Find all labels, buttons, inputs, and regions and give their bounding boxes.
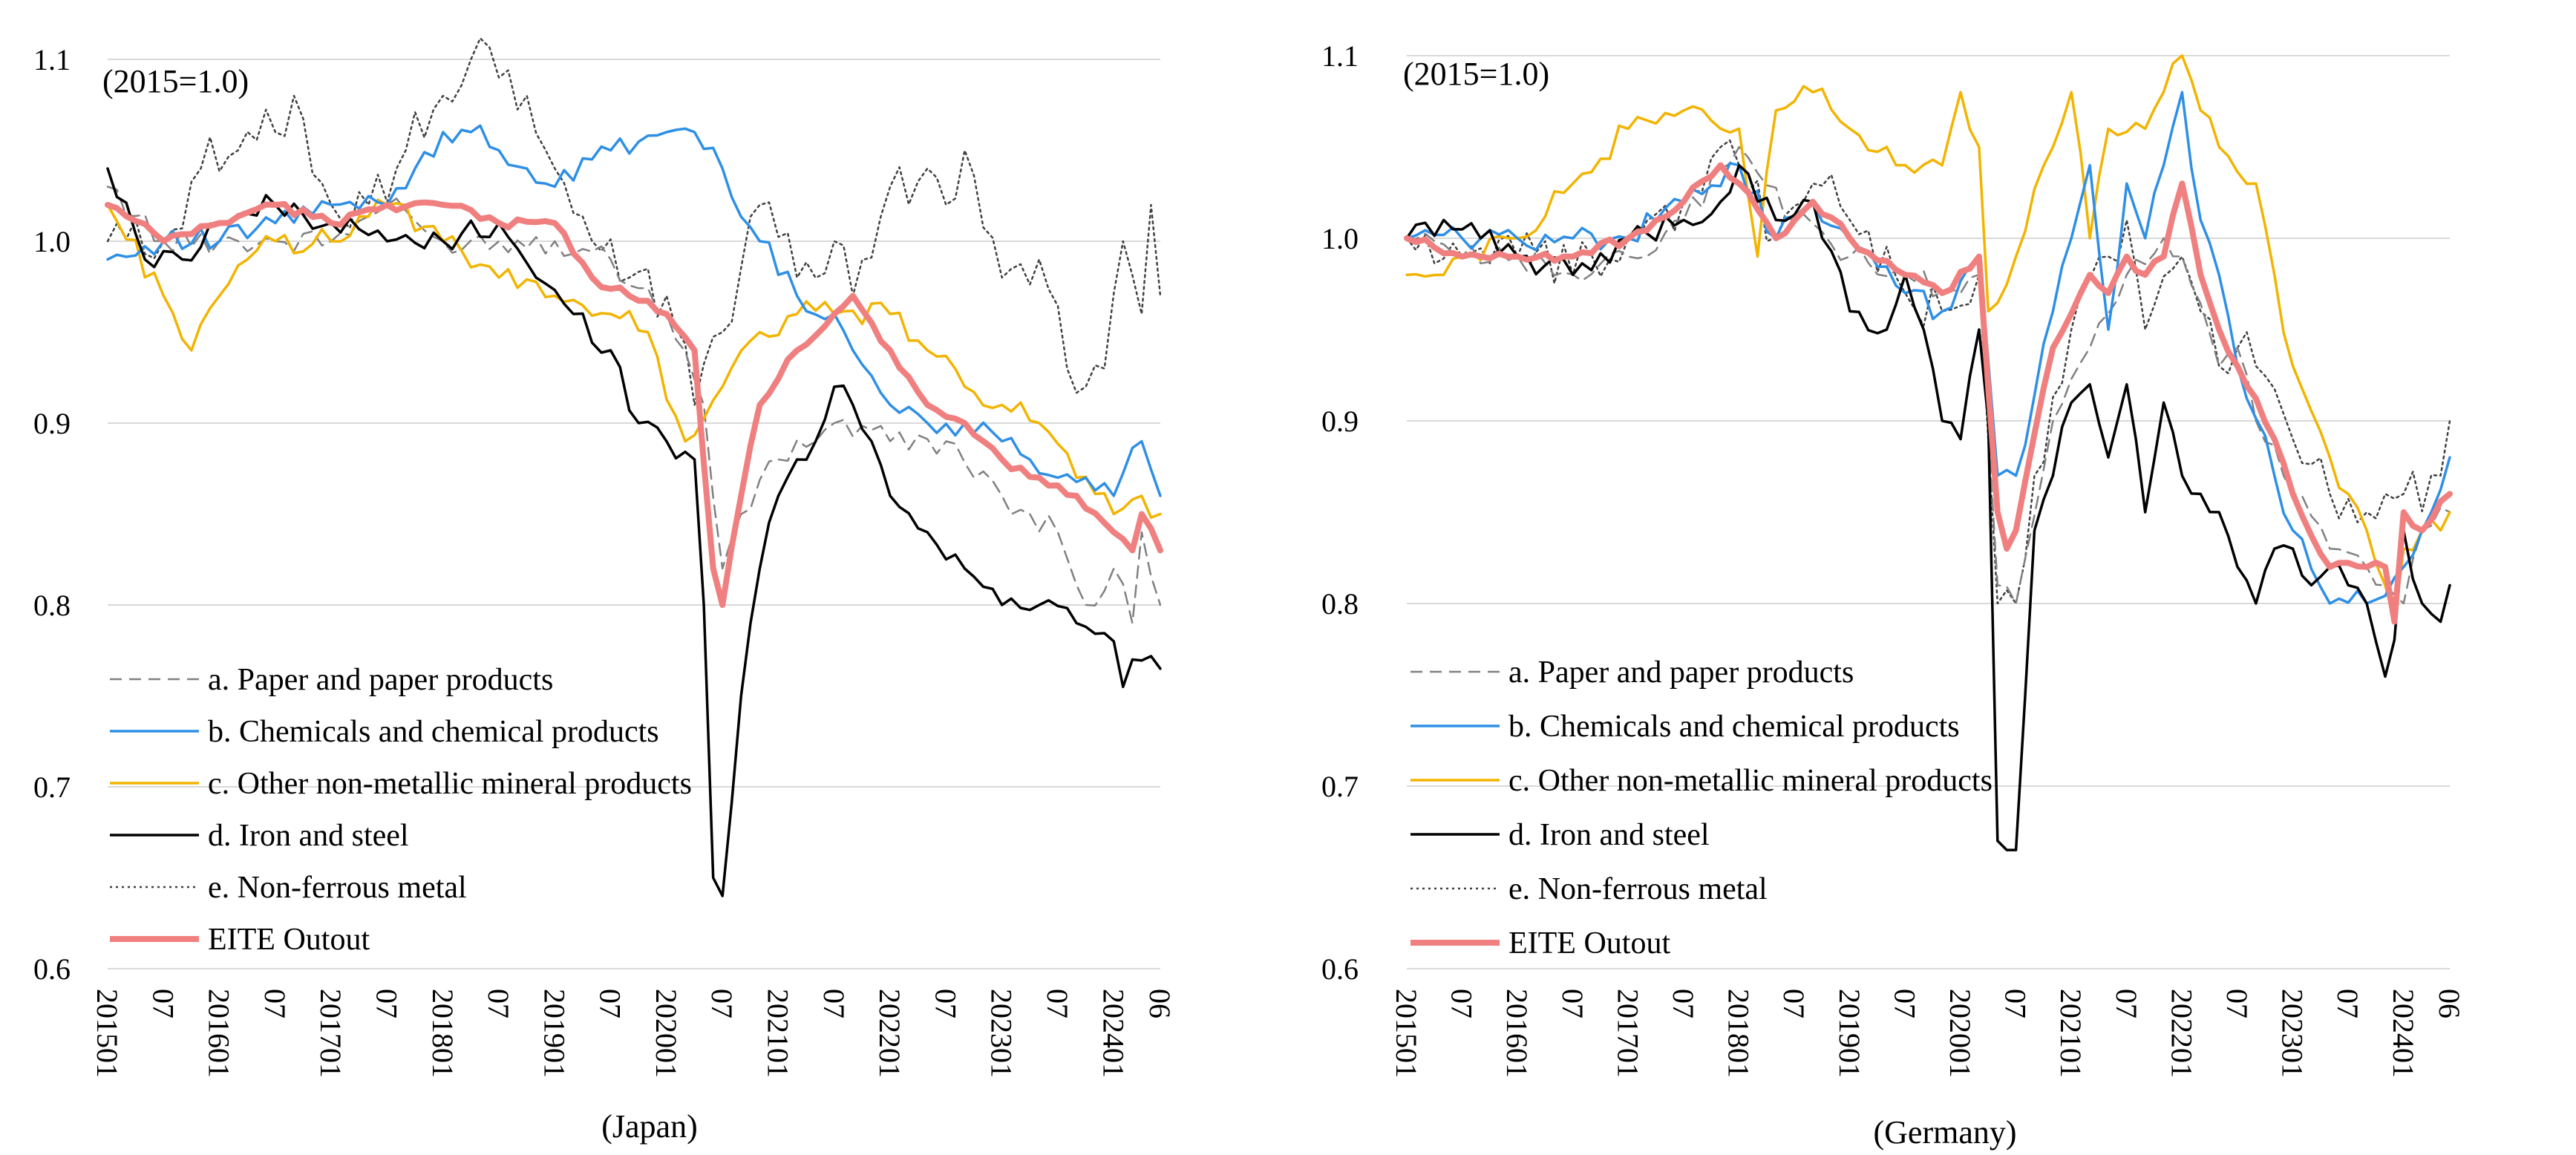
x-tick-label: 06 xyxy=(2433,989,2466,1018)
x-tick-label: 07 xyxy=(594,989,627,1018)
x-tick-label: 202201 xyxy=(2165,989,2198,1078)
x-tick-label: 202101 xyxy=(762,989,795,1078)
x-tick-label: 07 xyxy=(146,989,180,1018)
x-tick-layer: 201501 07 201601 07 201701 07 201801 07 201901 07… xyxy=(1390,989,2466,1078)
x-tick-label: 07 xyxy=(370,989,403,1018)
y-tick-label: 0.8 xyxy=(1321,587,1359,621)
series-line xyxy=(1405,91,2451,605)
legend: a. Paper and paper products b. Chemicals … xyxy=(110,663,692,957)
x-tick-label: 201801 xyxy=(426,989,460,1078)
series-line xyxy=(1404,162,2453,625)
legend-label: EITE Outout xyxy=(1508,926,1670,961)
x-tick-label: 202201 xyxy=(873,989,906,1078)
grid-layer xyxy=(1407,55,2450,969)
x-tick-label: 201901 xyxy=(537,989,571,1078)
legend-label: EITE Outout xyxy=(208,923,370,957)
x-tick-label: 202301 xyxy=(2276,989,2309,1078)
series-line xyxy=(106,186,1162,624)
x-tick-label: 201501 xyxy=(91,989,124,1078)
series-line xyxy=(1405,145,2451,605)
x-tick-label: 07 xyxy=(1556,989,1589,1018)
y-tick-layer: 0.6 0.7 0.8 0.9 1.0 1.1 xyxy=(1321,39,1359,986)
x-tick-label: 07 xyxy=(2110,989,2143,1018)
x-tick-label: 202401 xyxy=(2387,989,2420,1078)
x-tick-label: 07 xyxy=(2220,989,2254,1018)
x-tick-label: 07 xyxy=(258,989,292,1018)
legend-label: d. Iron and steel xyxy=(208,819,409,853)
legend-label: a. Paper and paper products xyxy=(208,663,553,697)
y-tick-label: 1.0 xyxy=(33,225,71,258)
y-tick-layer: 0.6 0.7 0.8 0.9 1.0 1.1 xyxy=(33,43,71,986)
y-tick-label: 1.1 xyxy=(1321,39,1359,73)
y-tick-label: 0.7 xyxy=(1321,770,1359,803)
y-tick-label: 0.7 xyxy=(33,770,71,804)
y-tick-label: 0.6 xyxy=(33,952,71,986)
legend-label: b. Chemicals and chemical products xyxy=(208,715,659,749)
legend-label: d. Iron and steel xyxy=(1508,818,1710,852)
x-tick-label: 201701 xyxy=(314,989,347,1078)
y-tick-label: 0.6 xyxy=(1321,952,1359,986)
chart-caption: (Germany) xyxy=(1873,1114,2016,1151)
series-line xyxy=(106,198,1162,520)
x-tick-label: 201601 xyxy=(203,989,236,1078)
legend: a. Paper and paper products b. Chemicals … xyxy=(1410,655,1993,961)
x-tick-label: 07 xyxy=(817,989,851,1018)
y-tick-label: 1.1 xyxy=(33,43,71,76)
x-tick-label: 07 xyxy=(2331,989,2364,1018)
x-tick-label: 202401 xyxy=(1096,989,1130,1078)
series-line xyxy=(1405,163,2451,851)
series-line xyxy=(106,124,1162,497)
x-tick-label: 07 xyxy=(1041,989,1074,1018)
x-tick-label: 202001 xyxy=(650,989,683,1078)
legend-label: e. Non-ferrous metal xyxy=(1508,872,1768,906)
x-tick-label: 201601 xyxy=(1500,989,1534,1078)
x-tick-label: 07 xyxy=(705,989,739,1018)
x-tick-label: 201901 xyxy=(1833,989,1866,1078)
x-tick-label: 202101 xyxy=(2054,989,2088,1078)
x-tick-label: 202301 xyxy=(985,989,1019,1078)
y-tick-label: 0.9 xyxy=(33,407,71,440)
chart-panel-japan: 0.6 0.7 0.8 0.9 1.0 1.1 201501 07 201601 07 20170… xyxy=(33,37,1177,1145)
x-tick-label: 07 xyxy=(1667,989,1700,1018)
legend-label: c. Other non-metallic mineral products xyxy=(208,767,692,801)
base-year-note: (2015=1.0) xyxy=(102,63,249,99)
x-tick-label: 06 xyxy=(1143,989,1177,1018)
chart-panel-germany: 0.6 0.7 0.8 0.9 1.0 1.1 201501 07 201601 07 20170… xyxy=(1321,39,2466,1151)
x-tick-label: 07 xyxy=(482,989,515,1018)
series-layer xyxy=(105,37,1163,897)
x-tick-label: 201501 xyxy=(1390,989,1423,1078)
y-tick-label: 0.9 xyxy=(1321,405,1359,438)
x-tick-label: 07 xyxy=(929,989,962,1018)
series-line xyxy=(106,167,1162,897)
x-tick-label: 07 xyxy=(1999,989,2033,1018)
legend-label: b. Chemicals and chemical products xyxy=(1508,710,1960,744)
series-line xyxy=(1405,139,2451,605)
x-tick-layer: 201501 07 201601 07 201701 07 201801 07 201901 07… xyxy=(91,989,1177,1078)
legend-label: c. Other non-metallic mineral products xyxy=(1508,764,1993,798)
legend-label: a. Paper and paper products xyxy=(1508,655,1854,690)
x-tick-label: 202001 xyxy=(1944,989,1977,1078)
x-tick-label: 201801 xyxy=(1722,989,1756,1078)
legend-label: e. Non-ferrous metal xyxy=(208,871,467,905)
x-tick-label: 07 xyxy=(1445,989,1479,1018)
x-tick-label: 07 xyxy=(1888,989,1921,1018)
y-tick-label: 0.8 xyxy=(33,589,71,622)
y-tick-label: 1.0 xyxy=(1321,222,1359,255)
series-line xyxy=(106,37,1162,406)
x-tick-label: 201701 xyxy=(1611,989,1644,1078)
series-line xyxy=(105,199,1163,608)
x-tick-label: 07 xyxy=(1777,989,1811,1018)
chart-caption: (Japan) xyxy=(601,1108,698,1145)
series-line xyxy=(1405,54,2451,624)
base-year-note: (2015=1.0) xyxy=(1403,56,1549,92)
series-layer xyxy=(1404,54,2453,851)
